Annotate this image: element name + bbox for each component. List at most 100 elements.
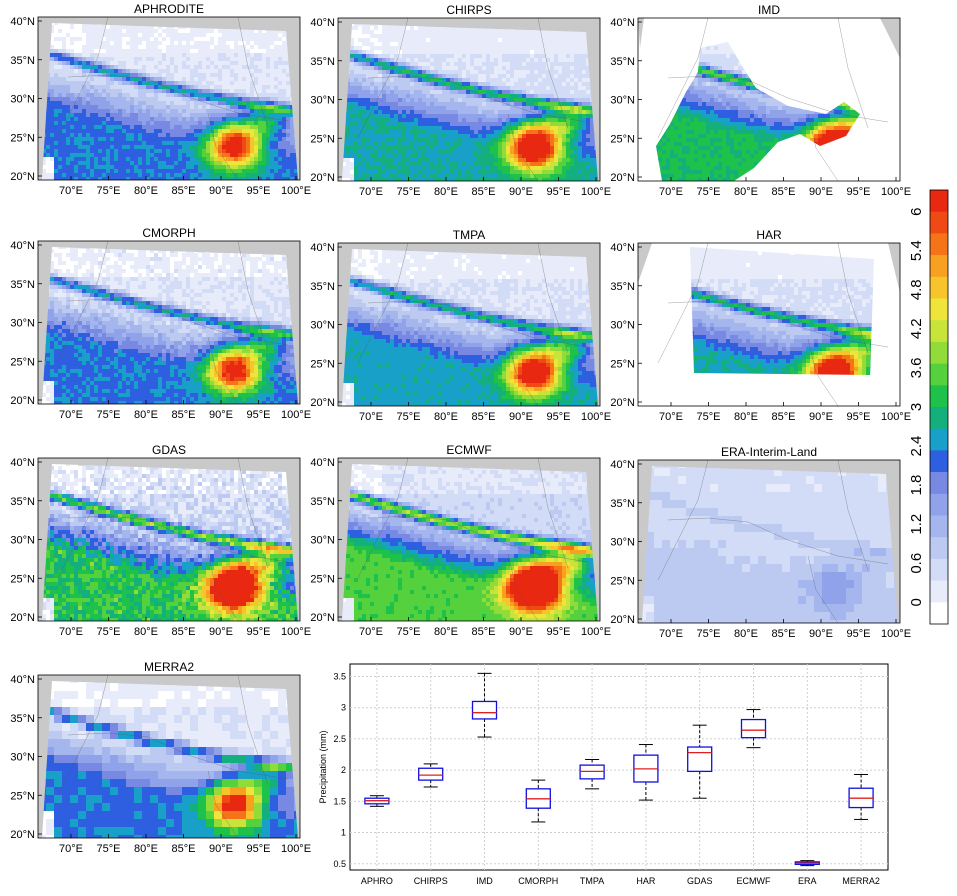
lon-tick-label: 90°E xyxy=(209,626,233,638)
boundary-lines xyxy=(657,17,889,182)
lon-tick-label: 95°E xyxy=(847,628,871,640)
lat-tick-label: 40°N xyxy=(10,457,35,469)
x-tick-label: GDAS xyxy=(687,876,713,886)
colorbar-swatch xyxy=(930,515,948,538)
lon-tick-label: 75°E xyxy=(697,411,721,423)
precip-field xyxy=(690,247,874,375)
map-title: CHIRPS xyxy=(446,3,491,17)
lat-tick-label: 30°N xyxy=(310,535,335,547)
colorbar-swatch xyxy=(930,276,948,299)
iqr-box xyxy=(418,767,444,781)
lon-tick-label: 70°E xyxy=(659,411,683,423)
iqr-box xyxy=(471,700,498,720)
lat-tick-label: 30°N xyxy=(610,95,635,107)
lon-tick-label: 100°E xyxy=(281,843,311,855)
lon-tick-label: 75°E xyxy=(97,626,121,638)
map-panel-chirps: CHIRPS 40°N 35°N 30°N 25°N 20°N 70°E 75°E 80°E 85… xyxy=(310,3,611,198)
lon-tick-label: 90°E xyxy=(209,409,233,421)
lon-tick-label: 100°E xyxy=(881,186,911,198)
colorbar-swatch xyxy=(930,428,948,451)
colorbar-swatch xyxy=(930,493,948,516)
lat-tick-label: 30°N xyxy=(10,752,35,764)
y-tick-label: 2 xyxy=(341,765,346,775)
colorbar-swatch xyxy=(930,537,948,560)
lon-tick-label: 95°E xyxy=(547,626,571,638)
lon-tick-label: 90°E xyxy=(209,843,233,855)
lon-tick-label: 70°E xyxy=(59,626,83,638)
lon-tick-label: 75°E xyxy=(397,186,421,198)
lon-tick-label: 100°E xyxy=(581,186,611,198)
precip-field xyxy=(42,681,298,838)
lon-tick-label: 100°E xyxy=(581,626,611,638)
lat-tick-label: 30°N xyxy=(10,94,35,106)
lon-tick-label: 80°E xyxy=(134,843,158,855)
precip-field xyxy=(42,23,298,180)
map-panel-ecmwf: ECMWF 40°N 35°N 30°N 25°N 20°N 70°E 75°E 80°E 85°… xyxy=(310,443,611,638)
colorbar-tick-label: 6 xyxy=(908,208,925,216)
colorbar-swatch xyxy=(930,558,948,581)
lat-tick-label: 20°N xyxy=(310,397,335,409)
map-panel-merra2: MERRA2 40°N 35°N 30°N 25°N 20°N 70°E 75°E 80°E 85… xyxy=(10,660,311,855)
lon-tick-label: 100°E xyxy=(281,409,311,421)
lon-tick-label: 85°E xyxy=(772,186,796,198)
lon-tick-label: 100°E xyxy=(281,626,311,638)
x-tick-label: MERRA2 xyxy=(842,876,880,886)
lat-tick-label: 35°N xyxy=(610,498,635,510)
lon-tick-label: 70°E xyxy=(59,409,83,421)
lon-tick-label: 90°E xyxy=(509,626,533,638)
box-har xyxy=(633,744,659,801)
colorbar-swatch xyxy=(930,450,948,473)
lat-tick-label: 35°N xyxy=(10,279,35,291)
lon-tick-label: 80°E xyxy=(734,411,758,423)
lon-tick-label: 85°E xyxy=(472,411,496,423)
box-merra2 xyxy=(848,773,874,820)
lon-tick-label: 90°E xyxy=(509,186,533,198)
lat-tick-label: 20°N xyxy=(10,171,35,183)
lat-tick-label: 25°N xyxy=(310,358,335,370)
lat-tick-label: 20°N xyxy=(10,395,35,407)
colorbar-swatch xyxy=(930,385,948,408)
lat-tick-label: 20°N xyxy=(610,397,635,409)
boundary-lines xyxy=(57,457,289,622)
plot-area xyxy=(349,663,889,871)
y-tick-label: 3 xyxy=(341,703,346,713)
precip-field xyxy=(42,247,298,404)
lat-tick-label: 25°N xyxy=(310,133,335,145)
colorbar-swatch xyxy=(930,320,948,343)
box-aphro xyxy=(364,795,390,807)
lon-tick-label: 95°E xyxy=(247,185,271,197)
x-tick-label: APHRO xyxy=(361,876,393,886)
y-tick-label: 2.5 xyxy=(333,734,346,744)
lat-tick-label: 35°N xyxy=(310,281,335,293)
colorbar-swatch xyxy=(930,341,948,364)
lon-tick-label: 80°E xyxy=(134,626,158,638)
map-panel-har: HAR 40°N 35°N 30°N 25°N 20°N 70°E 75°E 80°E 85°E 9… xyxy=(610,228,911,423)
iqr-box xyxy=(687,746,713,773)
map-title: TMPA xyxy=(453,228,485,242)
map-panel-cmorph: CMORPH 40°N 35°N 30°N 25°N 20°N 70°E 75°E 80°E 85… xyxy=(10,226,311,421)
box-gdas xyxy=(687,724,713,799)
lat-tick-label: 40°N xyxy=(310,457,335,469)
colorbar-tick-label: 1.8 xyxy=(908,475,925,496)
boxplot-chart: 0.5 1 1.5 2 2.5 3 3.5 APHRO CHIRPS IMD CMORPH TMPA H… xyxy=(318,663,889,886)
colorbar-swatch xyxy=(930,363,948,386)
lon-tick-label: 70°E xyxy=(659,186,683,198)
lon-tick-label: 70°E xyxy=(359,186,383,198)
lon-tick-label: 95°E xyxy=(547,411,571,423)
lat-tick-label: 40°N xyxy=(10,674,35,686)
lon-tick-label: 75°E xyxy=(397,411,421,423)
lat-tick-label: 40°N xyxy=(610,459,635,471)
boundary-lines xyxy=(57,674,289,839)
colorbar-tick-label: 4.8 xyxy=(908,279,925,300)
map-title: HAR xyxy=(756,228,782,242)
lon-tick-label: 75°E xyxy=(97,185,121,197)
lon-tick-label: 100°E xyxy=(581,411,611,423)
lat-tick-label: 20°N xyxy=(610,172,635,184)
map-title: ERA-Interim-Land xyxy=(721,445,817,459)
lon-tick-label: 75°E xyxy=(97,409,121,421)
lon-tick-label: 85°E xyxy=(472,626,496,638)
lon-tick-label: 80°E xyxy=(434,626,458,638)
colorbar-swatch xyxy=(930,602,948,625)
lat-tick-label: 20°N xyxy=(10,829,35,841)
lon-tick-label: 70°E xyxy=(59,843,83,855)
